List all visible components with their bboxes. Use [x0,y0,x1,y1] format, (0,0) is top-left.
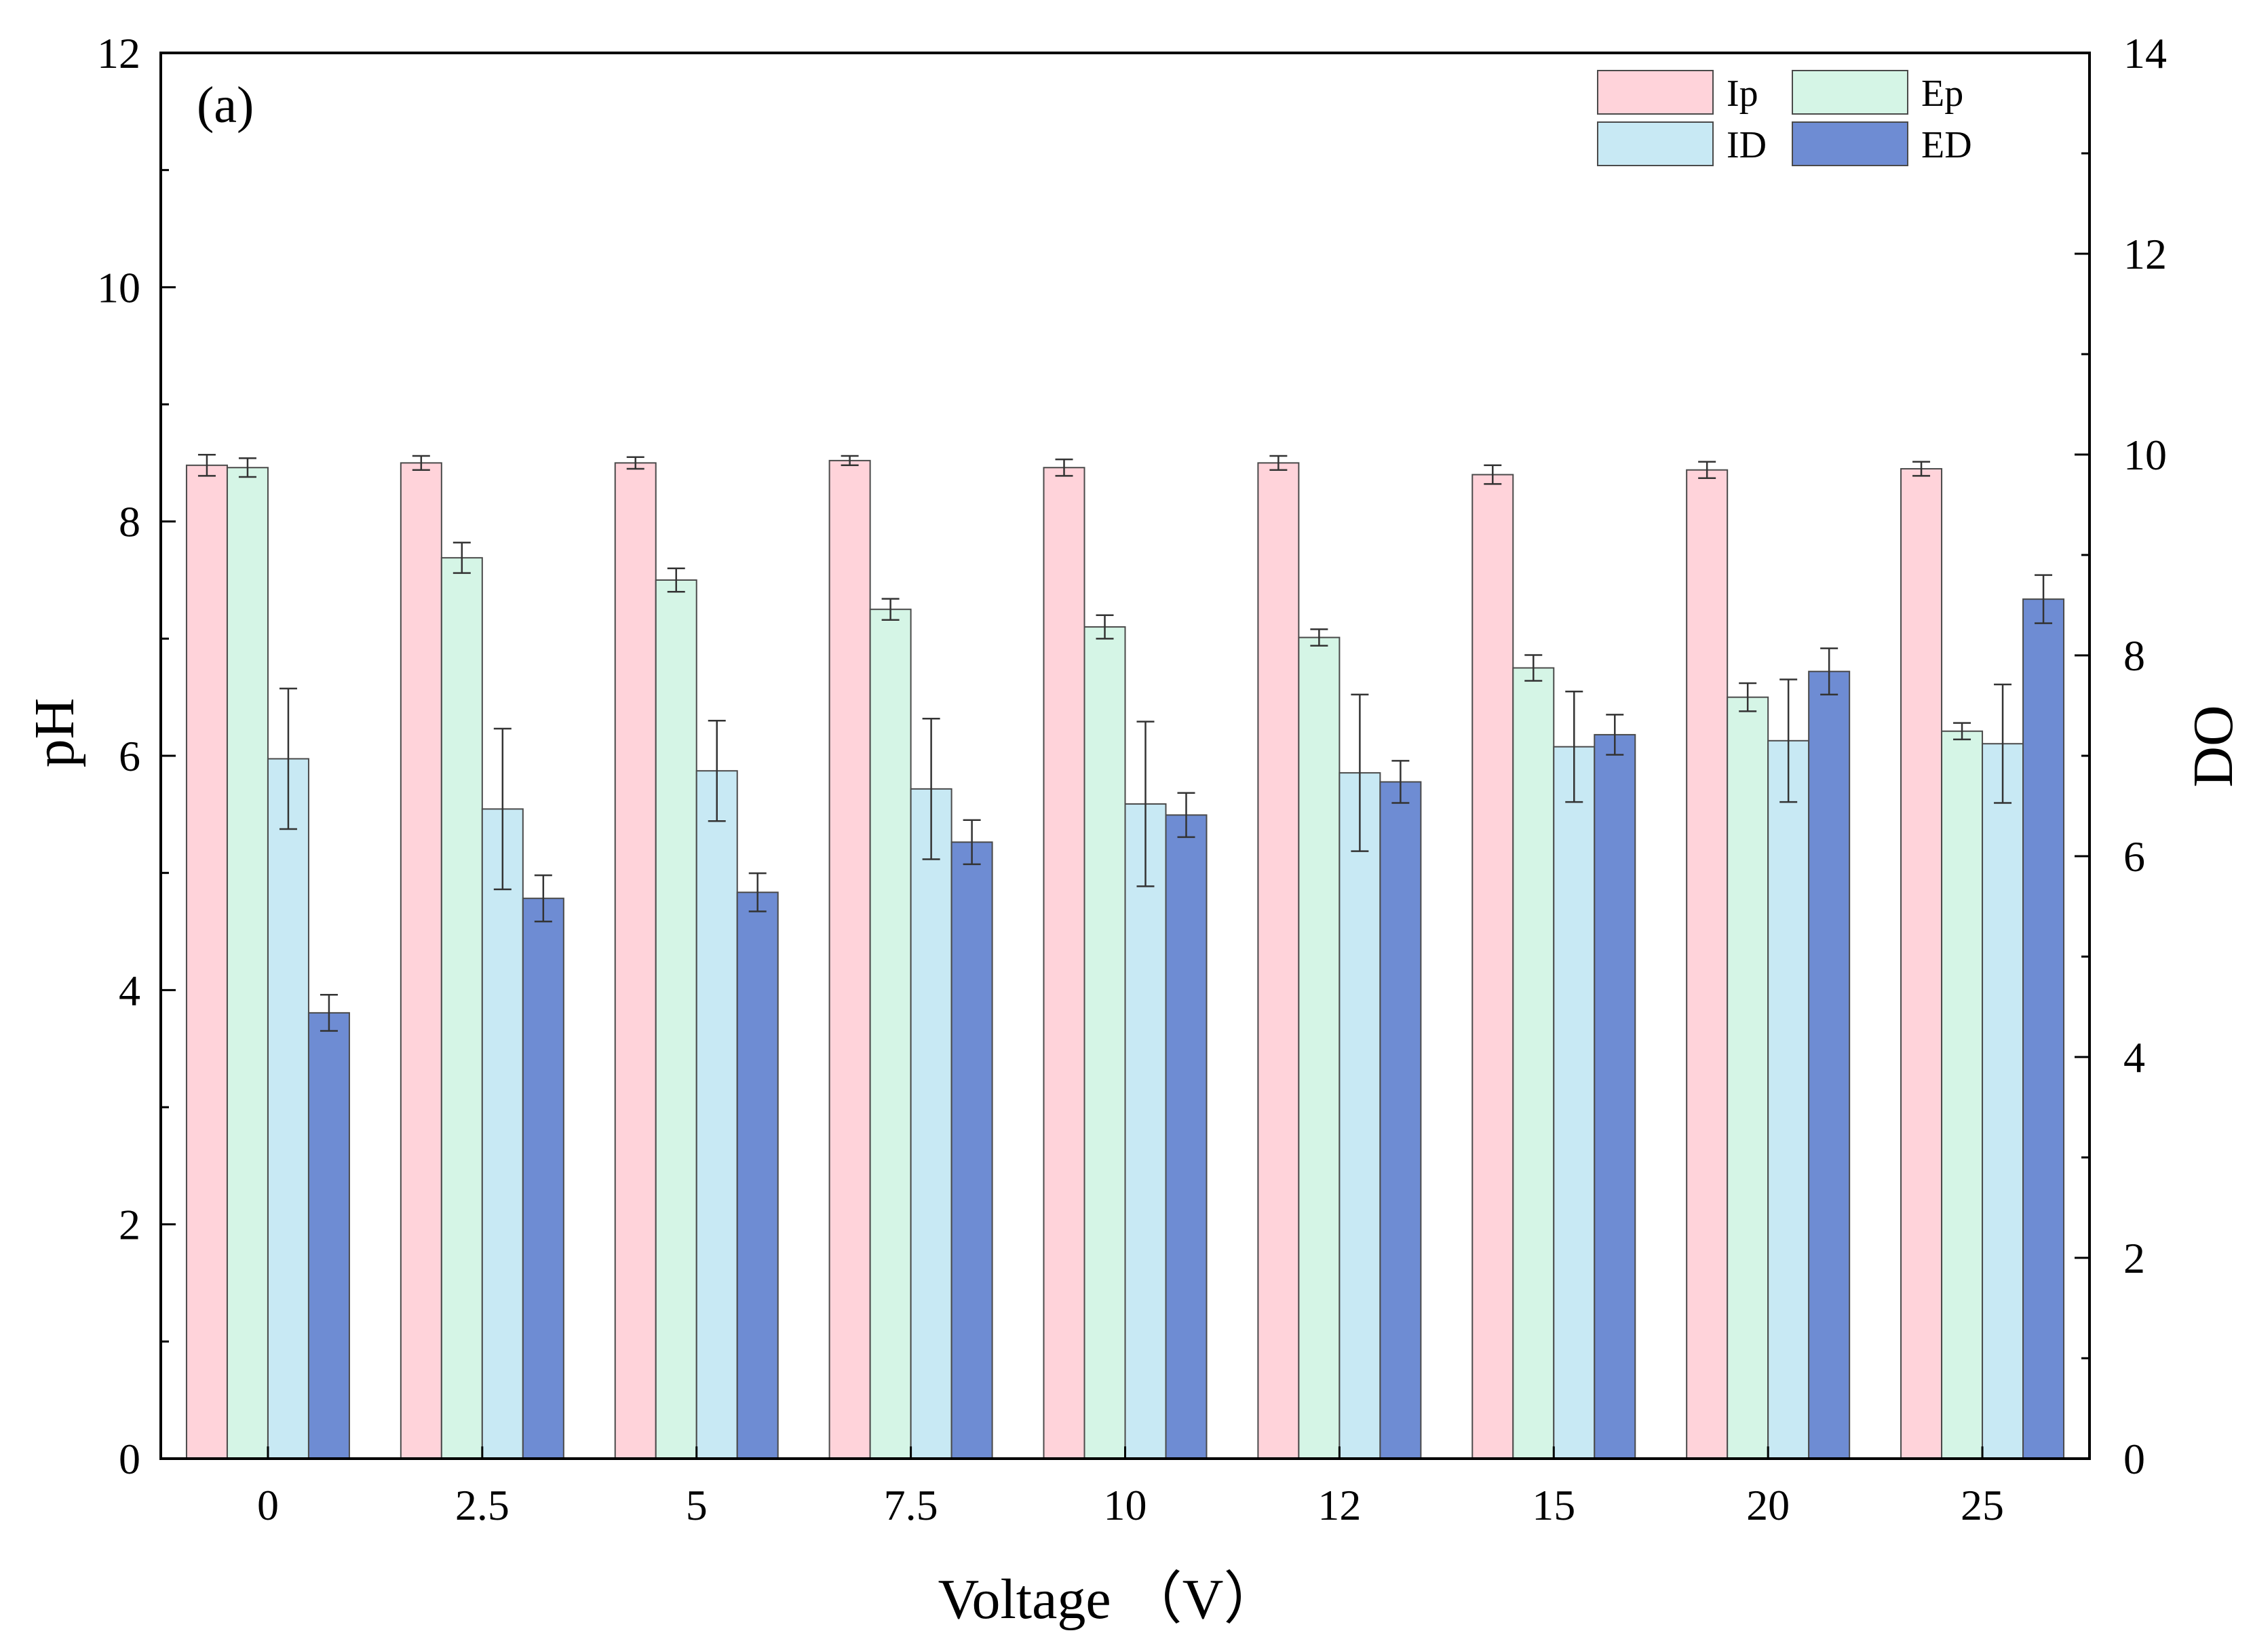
bar-ed-3 [950,841,993,1459]
y-tick-label: 0 [119,1435,140,1483]
bar-ip-5 [1257,462,1300,1459]
bar-id-6 [1553,746,1596,1459]
bar-ep-2 [655,579,697,1459]
legend-swatch-ep [1792,70,1908,115]
bar-ep-3 [869,609,912,1460]
bar-ep-5 [1298,636,1341,1459]
bar-ip-3 [828,459,871,1459]
bar-ip-8 [1900,467,1943,1459]
x-tick-label: 0 [257,1481,279,1529]
bar-id-5 [1339,772,1381,1460]
legend-swatch-id [1597,121,1714,166]
bar-ed-4 [1165,814,1208,1459]
y2-tick-label: 0 [2123,1435,2145,1483]
x-tick-label: 5 [686,1481,708,1529]
x-tick-label: 10 [1104,1481,1147,1529]
y2-tick-label: 2 [2123,1234,2145,1282]
y-tick-label: 12 [97,29,140,77]
bar-id-0 [267,758,309,1459]
bar-ed-5 [1379,781,1422,1459]
legend-label-id: ID [1727,124,1767,166]
legend-swatch-ed [1792,121,1908,166]
legend-label-ep: Ep [1921,73,1963,115]
bar-ep-0 [226,467,269,1459]
bar-ep-4 [1083,626,1126,1459]
x-tick-label: 12 [1317,1481,1361,1529]
y-tick-label: 8 [119,498,140,546]
y2-tick-label: 4 [2123,1033,2145,1081]
bar-ed-6 [1594,733,1636,1459]
x-tick-label: 20 [1746,1481,1790,1529]
y2-tick-label: 14 [2123,29,2167,77]
y-tick-label: 4 [119,966,140,1014]
y2-tick-label: 8 [2123,632,2145,680]
y2-tick-label: 12 [2123,230,2167,278]
bar-ip-1 [400,462,442,1459]
axes: 0 2 4 6 8 10 12 0 2 4 6 8 10 12 14 0 2.5 5 7.5 10 12 15 20 25 [97,29,2167,1529]
bar-ed-2 [736,891,779,1459]
bar-ip-0 [185,464,228,1460]
y-axis-title: pH [23,698,86,768]
bar-ip-2 [614,462,657,1459]
bar-ep-6 [1512,667,1555,1459]
x-axis-title: Voltage （V） [938,1568,1281,1631]
bar-ip-6 [1471,474,1514,1459]
bar-id-7 [1767,739,1810,1459]
bar-id-1 [481,808,524,1459]
y-tick-label: 6 [119,732,140,780]
legend-label-ip: Ip [1727,73,1758,115]
bar-ed-7 [1808,670,1851,1459]
bar-ed-0 [307,1012,350,1459]
x-tick-label: 7.5 [884,1481,938,1529]
x-tick-label: 25 [1961,1481,2004,1529]
bar-ed-1 [522,898,564,1460]
y-tick-label: 2 [119,1201,140,1249]
y2-axis-title: DO [2182,705,2245,787]
plot-area [185,453,2065,1460]
bar-id-3 [910,788,952,1459]
bar-id-8 [1982,743,2024,1459]
x-tick-label: 15 [1532,1481,1575,1529]
bar-ip-7 [1686,469,1729,1459]
bar-ip-4 [1043,467,1085,1459]
y2-tick-label: 10 [2123,431,2167,479]
bar-id-2 [695,770,738,1459]
bar-ep-8 [1941,730,1984,1459]
y2-tick-label: 6 [2123,832,2145,881]
x-tick-label: 2.5 [455,1481,509,1529]
bar-ep-1 [440,557,483,1459]
bar-ed-8 [2022,598,2065,1459]
panel-label: (a) [197,77,254,134]
legend: Ip Ep ID ED [1597,70,1972,166]
y-tick-label: 10 [97,263,140,311]
legend-label-ed: ED [1921,124,1972,166]
bar-id-4 [1124,803,1167,1460]
legend-swatch-ip [1597,70,1714,115]
bar-ep-7 [1727,696,1769,1459]
